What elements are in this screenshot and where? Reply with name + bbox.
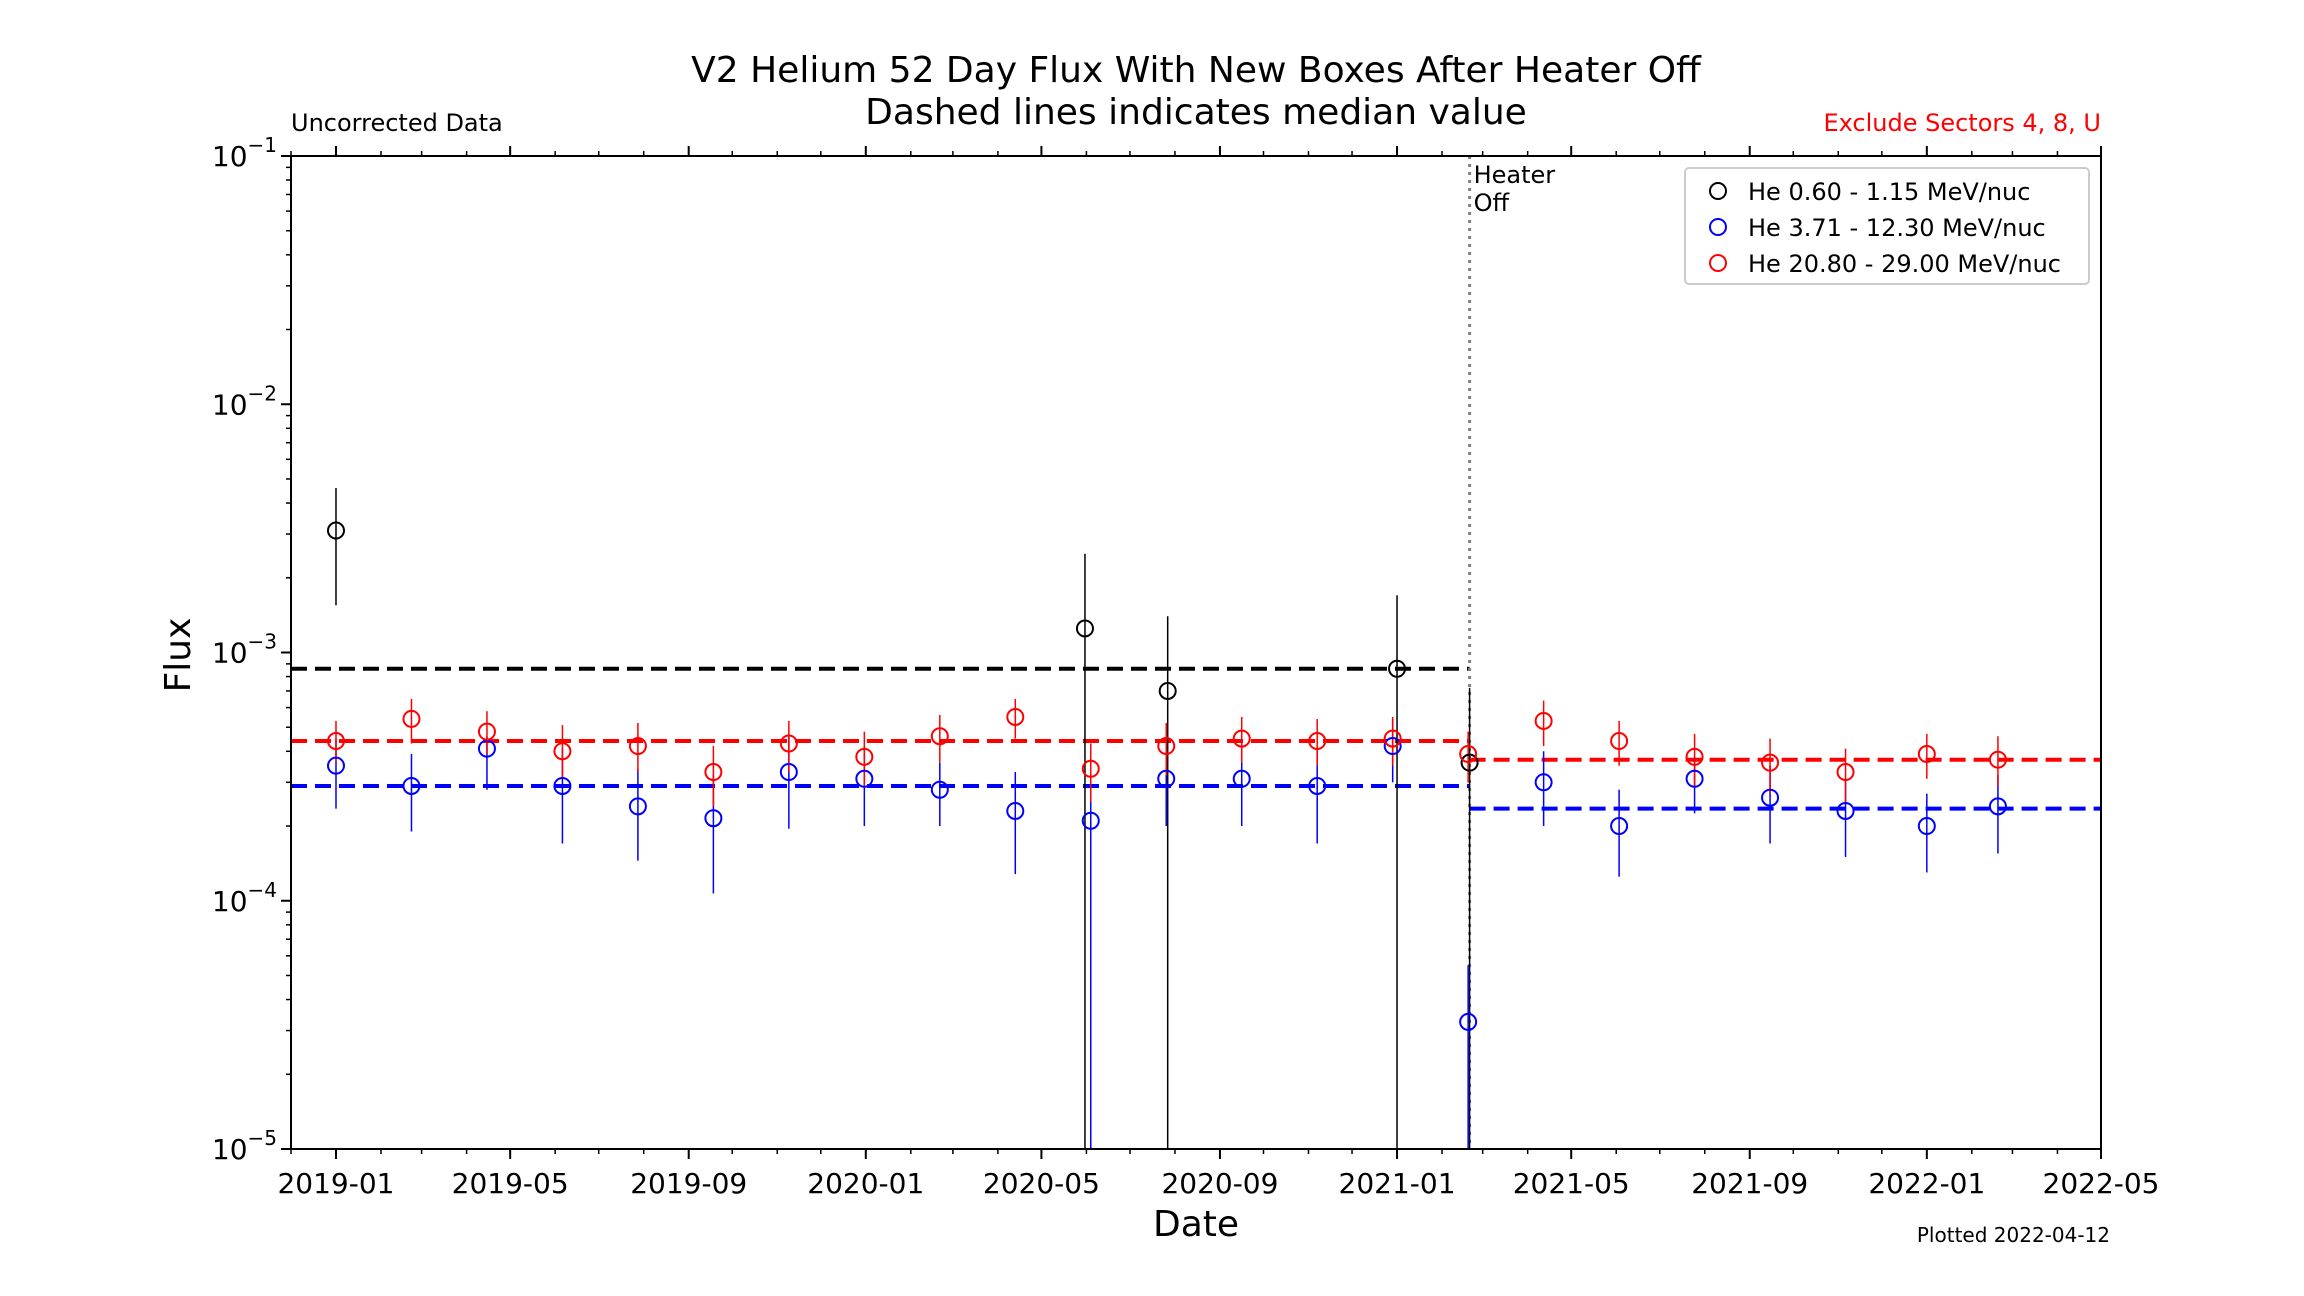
x-tick-label: 2021-09 (1691, 1167, 1808, 1200)
x-axis-label: Date (1153, 1204, 1239, 1245)
data-point (1006, 707, 1025, 726)
data-point (1761, 753, 1780, 772)
x-tick-label: 2021-05 (1513, 1167, 1630, 1200)
exclude-sectors-note: Exclude Sectors 4, 8, U (1823, 109, 2101, 137)
y-tick-label: 10−2 (212, 381, 277, 421)
legend-marker (1709, 182, 1727, 200)
data-point (704, 809, 723, 828)
y-tick-label: 10−3 (212, 630, 277, 670)
data-point (1308, 776, 1327, 795)
data-point (628, 797, 647, 816)
data-point (1157, 769, 1176, 788)
data-point (402, 709, 421, 728)
legend-marker (1709, 254, 1727, 272)
data-point (1232, 769, 1251, 788)
x-tick-label: 2019-05 (452, 1167, 569, 1200)
data-point (1460, 753, 1479, 772)
data-points (326, 487, 2007, 1149)
data-point (1988, 750, 2007, 769)
legend-label: He 20.80 - 29.00 MeV/nuc (1748, 250, 2061, 278)
data-point (477, 722, 496, 741)
data-point (1917, 817, 1936, 836)
data-point (326, 521, 345, 540)
data-point (1232, 729, 1251, 748)
data-point (1836, 801, 1855, 820)
data-point (1685, 769, 1704, 788)
uncorrected-data-note: Uncorrected Data (291, 109, 503, 137)
data-point (1459, 1012, 1478, 1031)
y-axis-label: Flux (158, 618, 199, 693)
legend: He 0.60 - 1.15 MeV/nuc He 3.71 - 12.30 Me… (1684, 167, 2090, 285)
data-point (1459, 745, 1478, 764)
x-tick-label: 2020-05 (983, 1167, 1100, 1200)
data-point (1081, 759, 1100, 778)
x-tick-label: 2019-01 (277, 1167, 394, 1200)
x-tick-label: 2021-01 (1339, 1167, 1456, 1200)
heater-off-label-line2: Off (1474, 189, 1510, 217)
y-tick-label: 10−4 (212, 878, 277, 918)
plot-frame (290, 155, 2102, 1150)
data-point (1917, 745, 1936, 764)
y-tick-label: 10−5 (212, 1126, 277, 1166)
data-point (930, 727, 949, 746)
plotted-date-note: Plotted 2022-04-12 (1917, 1223, 2110, 1247)
data-point (1075, 619, 1094, 638)
legend-label: He 3.71 - 12.30 MeV/nuc (1748, 214, 2046, 242)
heater-off-label-line1: Heater (1474, 161, 1556, 189)
data-point (1308, 732, 1327, 751)
data-point (779, 763, 798, 782)
x-tick-label: 2019-09 (630, 1167, 747, 1200)
data-point (1761, 788, 1780, 807)
legend-label: He 0.60 - 1.15 MeV/nuc (1748, 178, 2030, 206)
axes-ticks: 2019-01 2019-05 2019-09 2020-01 2020-05 2020-… (212, 133, 2160, 1200)
x-tick-label: 2020-09 (1161, 1167, 1278, 1200)
data-point (1610, 817, 1629, 836)
chart-title-line1: V2 Helium 52 Day Flux With New Boxes Aft… (691, 50, 1702, 91)
data-point (1158, 681, 1177, 700)
data-point (1006, 801, 1025, 820)
data-point (930, 780, 949, 799)
data-point (704, 763, 723, 782)
data-point (1610, 732, 1629, 751)
data-point (779, 734, 798, 753)
legend-box (1684, 167, 2090, 285)
data-point (628, 737, 647, 756)
y-tick-label: 10−1 (212, 133, 277, 173)
data-point (1836, 763, 1855, 782)
data-point (402, 776, 421, 795)
data-point (1383, 737, 1402, 756)
chart-title-line2: Dashed lines indicates median value (865, 92, 1527, 133)
data-point (1388, 659, 1407, 678)
data-point (1534, 711, 1553, 730)
legend-marker (1709, 218, 1727, 236)
data-point (553, 742, 572, 761)
data-point (1383, 729, 1402, 748)
data-point (1685, 747, 1704, 766)
data-point (1534, 773, 1553, 792)
data-point (326, 756, 345, 775)
x-tick-label: 2022-01 (1868, 1167, 1985, 1200)
data-point (326, 732, 345, 751)
data-point (1081, 811, 1100, 830)
x-tick-label: 2022-05 (2043, 1167, 2160, 1200)
data-point (553, 776, 572, 795)
data-point (1988, 797, 2007, 816)
data-point (855, 769, 874, 788)
data-point (1157, 737, 1176, 756)
heater-off-marker: Heater Off (1468, 156, 1556, 1149)
data-point (855, 747, 874, 766)
x-tick-label: 2020-01 (807, 1167, 924, 1200)
